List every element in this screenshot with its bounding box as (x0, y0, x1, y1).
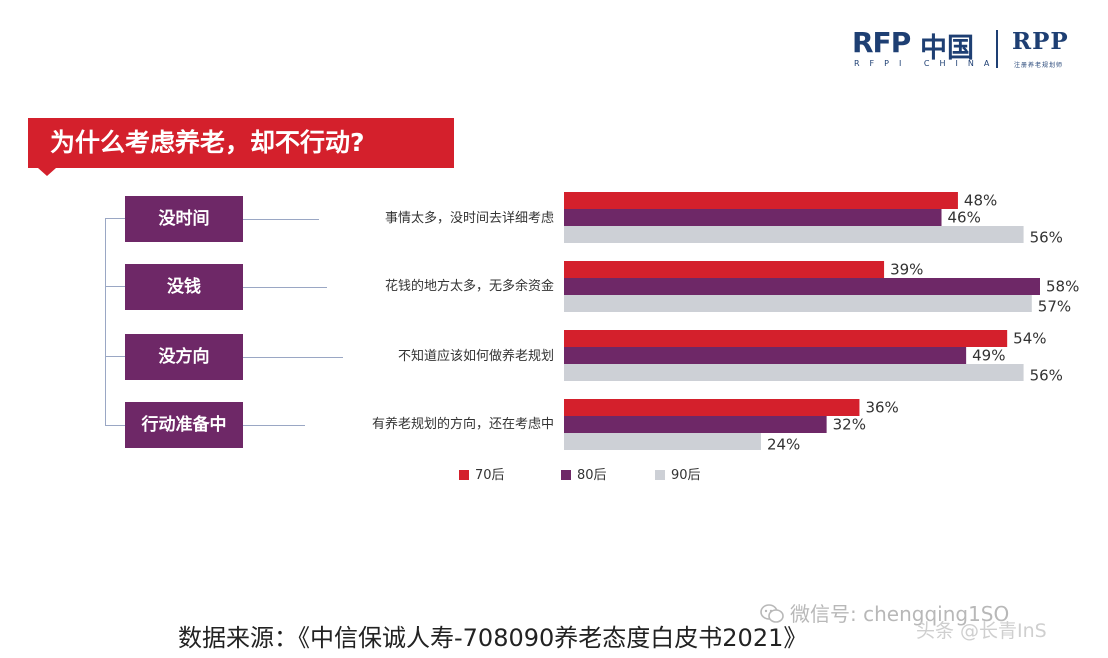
data-label: 54% (1013, 330, 1046, 348)
connector-line (243, 425, 305, 426)
category-description: 事情太多，没时间去详细考虑 (384, 211, 554, 226)
data-label: 48% (964, 192, 997, 210)
legend-label: 70后 (475, 468, 505, 483)
data-label: 46% (948, 209, 981, 227)
logo-rpp-text: RPP (1012, 28, 1069, 55)
legend-item: 80后 (561, 468, 607, 484)
data-label: 56% (1030, 229, 1063, 247)
logo-subtitle: RFPI CHINA (854, 59, 1000, 68)
bar (564, 278, 1040, 295)
bar (564, 192, 958, 209)
chart-title: 为什么考虑养老，却不行动? (28, 118, 454, 168)
legend-swatch (459, 470, 469, 480)
category-box: 没方向 (125, 334, 243, 380)
category-bracket (105, 218, 125, 426)
bar (564, 416, 827, 433)
bar (564, 399, 860, 416)
bar (564, 295, 1032, 312)
category-box: 没时间 (125, 196, 243, 242)
legend-item: 70后 (459, 468, 505, 484)
data-label: 58% (1046, 278, 1079, 296)
logo: RFP 中国 RPP RFPI CHINA 注册养老规划师 (852, 26, 1092, 72)
bar (564, 347, 967, 364)
data-label: 56% (1030, 367, 1063, 385)
banner-notch (38, 168, 56, 176)
category-description: 不知道应该如何做养老规划 (397, 349, 554, 364)
data-label: 39% (890, 261, 923, 279)
bar (564, 433, 761, 450)
bracket-tick (105, 356, 125, 357)
logo-rfp-text: RFP (852, 26, 911, 59)
bracket-tick (105, 286, 125, 287)
connector-line (243, 357, 343, 358)
watermark-toutiao: 头条 @长青InS (916, 620, 1047, 642)
category-description: 花钱的地方太多，无多余资金 (384, 279, 554, 294)
data-label: 24% (767, 436, 800, 454)
bar (564, 364, 1024, 381)
bar (564, 261, 885, 278)
category-box: 行动准备中 (125, 402, 243, 448)
bar (564, 226, 1024, 243)
data-label: 36% (865, 399, 898, 417)
legend-swatch (655, 470, 665, 480)
logo-subtitle-cn: 注册养老规划师 (1014, 62, 1064, 69)
category-box: 没钱 (125, 264, 243, 310)
watermark-wechat: 微信号: chengqing1SO (760, 598, 1009, 627)
data-source: 数据来源：《中信保诚人寿-708090养老态度白皮书2021》 (178, 624, 808, 652)
data-label: 57% (1038, 298, 1071, 316)
logo-cn-text: 中国 (920, 33, 974, 64)
connector-line (243, 287, 327, 288)
bar (564, 209, 942, 226)
category-description: 有养老规划的方向，还在考虑中 (371, 417, 554, 432)
bar (564, 330, 1008, 347)
logo-divider (996, 30, 998, 68)
legend-swatch (561, 470, 571, 480)
legend-item: 90后 (655, 468, 701, 484)
data-label: 32% (833, 416, 866, 434)
wechat-icon (760, 604, 784, 623)
watermark-wechat-text: 微信号: chengqing1SO (790, 602, 1010, 626)
legend-label: 80后 (577, 468, 607, 483)
data-label: 49% (972, 347, 1005, 365)
connector-line (243, 219, 319, 220)
legend-label: 90后 (671, 468, 701, 483)
